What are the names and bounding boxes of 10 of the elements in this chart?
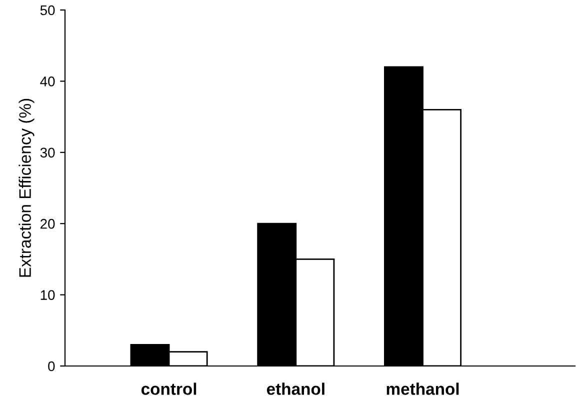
x-tick-label: ethanol bbox=[266, 382, 324, 395]
x-tick-label: control bbox=[141, 382, 196, 395]
x-tick-label: methanol bbox=[386, 382, 459, 395]
y-axis-title: Extraction Efficiency (%) bbox=[18, 98, 34, 277]
y-tick-label: 20 bbox=[40, 218, 55, 229]
y-tick-label: 10 bbox=[40, 290, 55, 300]
y-tick-label: 40 bbox=[40, 76, 55, 86]
y-tick-label: 30 bbox=[40, 148, 55, 158]
y-tick-label: 0 bbox=[48, 361, 55, 372]
y-tick-label: 50 bbox=[40, 5, 55, 16]
